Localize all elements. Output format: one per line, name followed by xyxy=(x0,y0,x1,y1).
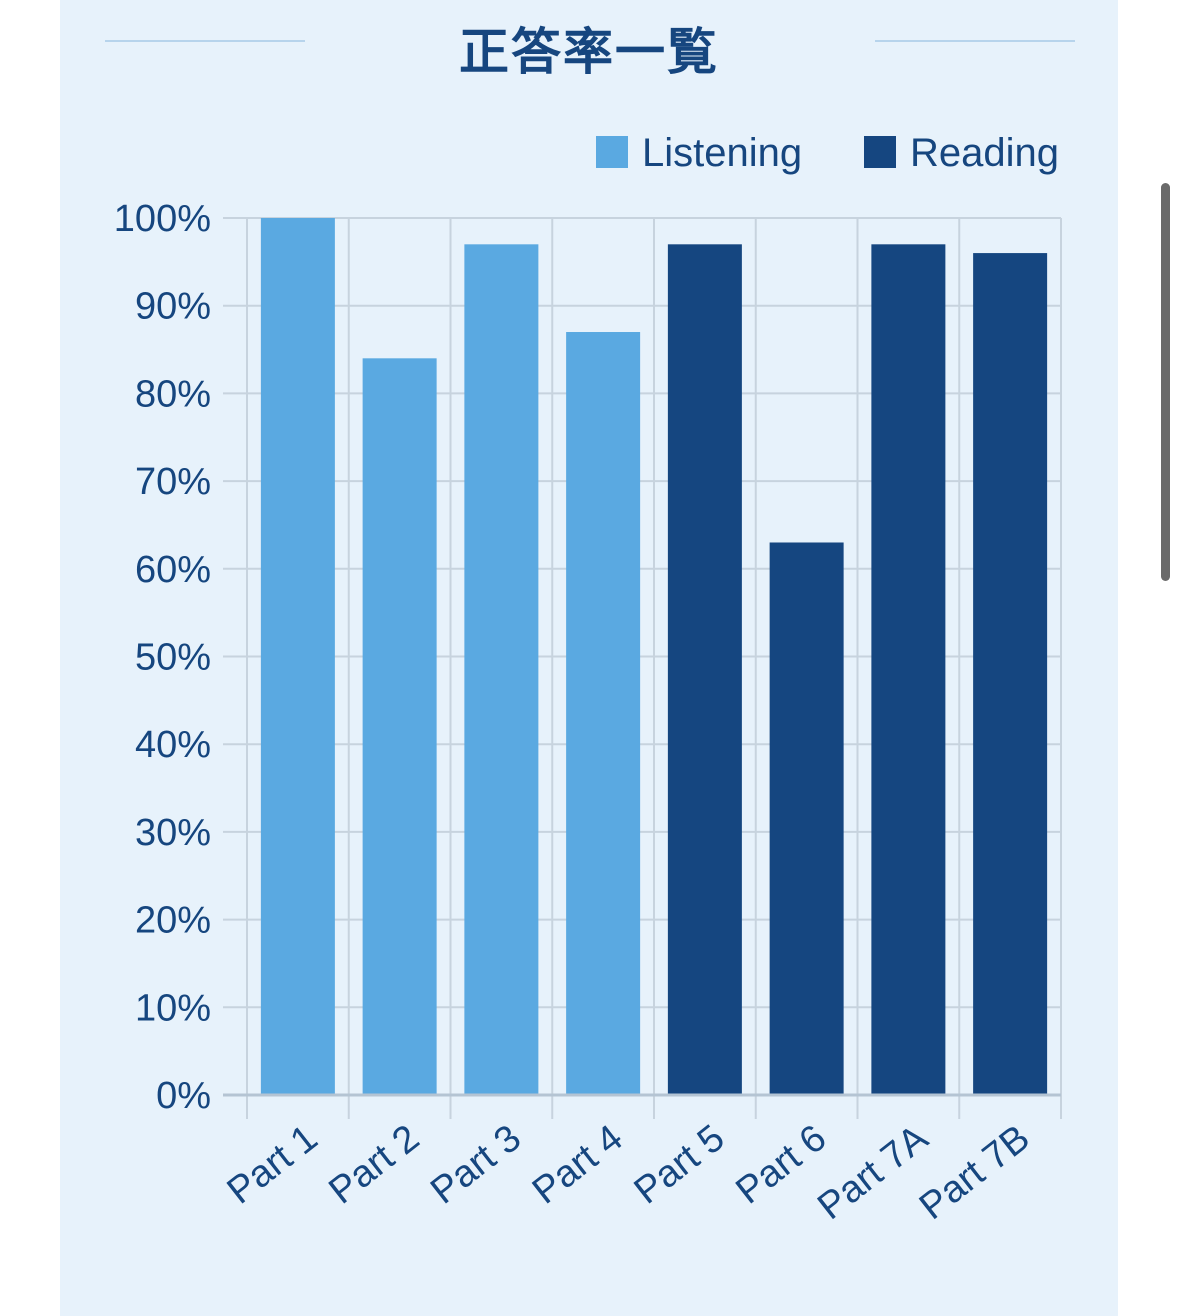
title-divider-right xyxy=(875,40,1075,42)
title-row: 正答率一覧 xyxy=(60,0,1118,90)
y-tick-label: 20% xyxy=(135,900,211,942)
y-tick-label: 40% xyxy=(135,724,211,766)
y-axis-labels: 0% 10% 20% 30% 40% 50% 60% 70% 80% 90% 100% xyxy=(114,198,211,1117)
y-tick-label: 30% xyxy=(135,812,211,854)
bar-part-7b xyxy=(973,253,1048,1095)
title-divider-left xyxy=(105,40,305,42)
y-tick-label: 80% xyxy=(135,373,211,415)
x-tick-label: Part 7A xyxy=(810,1117,936,1229)
y-tick-label: 0% xyxy=(156,1075,211,1117)
legend: Listening Reading xyxy=(596,131,1059,175)
y-tick-label: 60% xyxy=(135,549,211,591)
bar-part-3 xyxy=(464,244,539,1095)
x-tick-label: Part 7B xyxy=(912,1117,1038,1228)
y-tick-label: 50% xyxy=(135,637,211,679)
bars xyxy=(260,218,1048,1095)
bar-part-7a xyxy=(871,244,946,1095)
legend-swatch-listening xyxy=(596,136,628,168)
legend-swatch-reading xyxy=(864,136,896,168)
x-tick-label: Part 3 xyxy=(423,1117,529,1213)
x-tick-label: Part 5 xyxy=(627,1117,733,1213)
y-tick-label: 90% xyxy=(135,286,211,328)
y-tick-label: 100% xyxy=(114,198,211,240)
bar-part-6 xyxy=(769,542,844,1095)
legend-label-listening: Listening xyxy=(642,131,802,175)
y-tick-label: 10% xyxy=(135,987,211,1029)
page-title: 正答率一覧 xyxy=(459,23,719,81)
bar-part-4 xyxy=(566,332,641,1095)
x-tick-label: Part 1 xyxy=(220,1117,326,1213)
x-tick-label: Part 4 xyxy=(525,1117,631,1213)
bar-part-5 xyxy=(667,244,742,1095)
bar-part-1 xyxy=(260,218,335,1095)
scrollbar[interactable] xyxy=(1161,183,1170,581)
legend-label-reading: Reading xyxy=(910,131,1059,175)
x-tick-label: Part 2 xyxy=(321,1117,427,1213)
y-tick-label: 70% xyxy=(135,461,211,503)
axes xyxy=(223,217,1062,1119)
bar-part-2 xyxy=(362,358,437,1095)
